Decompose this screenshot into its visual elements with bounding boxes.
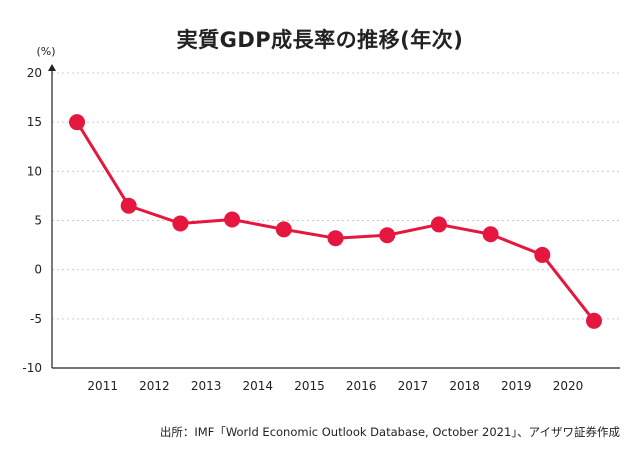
data-point <box>172 215 189 232</box>
data-point <box>327 230 344 247</box>
y-axis-label: (%) <box>36 45 55 58</box>
data-point <box>482 226 499 243</box>
data-point <box>586 312 602 329</box>
y-axis-arrow <box>48 64 56 71</box>
y-tick-label: 10 <box>27 164 42 178</box>
chart-title: 実質GDP成長率の推移(年次) <box>176 28 464 52</box>
x-tick-label: 2015 <box>294 379 325 393</box>
x-tick-label: 2018 <box>449 379 480 393</box>
source-note: 出所：IMF「World Economic Outlook Database, … <box>159 425 620 439</box>
y-tick-label: -10 <box>22 361 42 375</box>
x-tick-label: 2019 <box>501 379 532 393</box>
x-tick-label: 2014 <box>243 379 274 393</box>
data-point <box>224 211 241 228</box>
data-point <box>275 221 292 238</box>
y-tick-label: -5 <box>30 312 42 326</box>
x-tick-label: 2012 <box>139 379 170 393</box>
data-point <box>534 246 551 263</box>
y-tick-label: 5 <box>34 214 42 228</box>
data-point <box>69 114 85 131</box>
x-tick-label: 2011 <box>87 379 118 393</box>
y-tick-label: 15 <box>27 115 42 129</box>
x-tick-label: 2020 <box>553 379 584 393</box>
data-point <box>430 216 447 233</box>
x-tick-label: 2016 <box>346 379 377 393</box>
x-tick-label: 2013 <box>191 379 222 393</box>
data-point <box>120 197 137 214</box>
y-tick-label: 20 <box>27 66 42 80</box>
series-line <box>75 121 596 322</box>
data-point <box>379 227 396 244</box>
y-tick-label: 0 <box>34 263 42 277</box>
x-tick-label: 2017 <box>398 379 429 393</box>
